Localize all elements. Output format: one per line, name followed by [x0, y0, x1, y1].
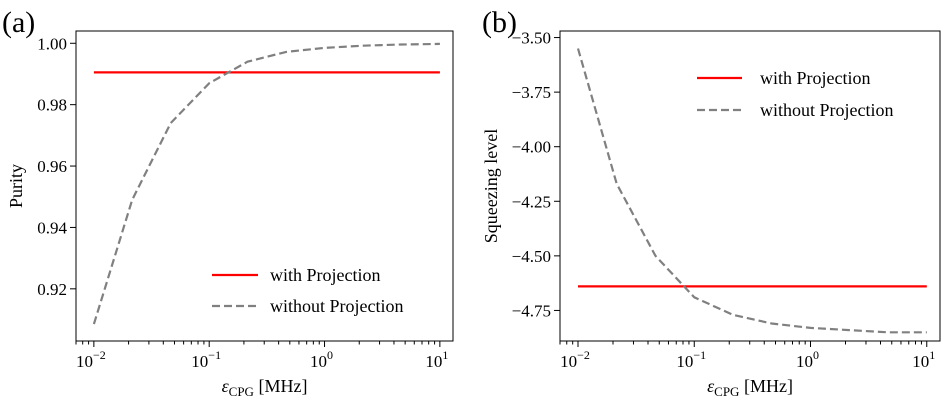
- x-tick-label: 10−2: [560, 348, 590, 371]
- y-tick-label: −4.00: [512, 138, 551, 157]
- y-axis-label: Squeezing level: [481, 129, 501, 243]
- y-tick-label: 1.00: [37, 34, 67, 53]
- y-tick-label: −4.25: [512, 192, 551, 211]
- chart-panel-b: (b) 10−2 10−1 100 101 −4.75 −4.50 −4.25 −4.00 −3.…: [481, 6, 941, 399]
- y-axis-label: Purity: [6, 164, 26, 208]
- legend-label: with Projection: [270, 265, 381, 285]
- x-tick-label: 100: [796, 348, 819, 371]
- y-tick-label: 0.96: [37, 157, 67, 176]
- x-tick-label: 101: [912, 348, 935, 371]
- x-tick-label: 100: [310, 348, 333, 371]
- y-tick-label: 0.94: [37, 218, 67, 237]
- y-tick-label: −3.75: [512, 83, 551, 102]
- x-tick-label: 10−1: [191, 348, 221, 371]
- legend-label: without Projection: [270, 296, 404, 316]
- legend-label: without Projection: [760, 100, 894, 120]
- y-tick-label: 0.92: [37, 280, 67, 299]
- series-line-without-projection: [576, 48, 927, 334]
- x-axis-label: εCPG [MHz]: [222, 376, 308, 399]
- x-tick-label: 10−1: [676, 348, 706, 371]
- chart-panel-a: (a) 10−2 10−1 100 101 0.92 0.94 0.96 0.98 1.00 εCP…: [2, 6, 454, 399]
- x-tick-label: 10−2: [76, 348, 106, 371]
- y-tick-label: −3.50: [512, 29, 551, 48]
- legend-label: with Projection: [760, 68, 871, 88]
- y-tick-label: 0.98: [37, 96, 67, 115]
- series-line-without-projection: [92, 42, 440, 325]
- x-tick-label: 101: [425, 348, 448, 371]
- panel-label: (b): [482, 6, 517, 39]
- panel-label: (a): [2, 6, 35, 39]
- y-tick-label: −4.75: [512, 301, 551, 320]
- plot-frame: [559, 30, 941, 342]
- x-axis-label: εCPG [MHz]: [707, 376, 793, 399]
- plot-frame: [75, 30, 454, 342]
- y-tick-label: −4.50: [512, 247, 551, 266]
